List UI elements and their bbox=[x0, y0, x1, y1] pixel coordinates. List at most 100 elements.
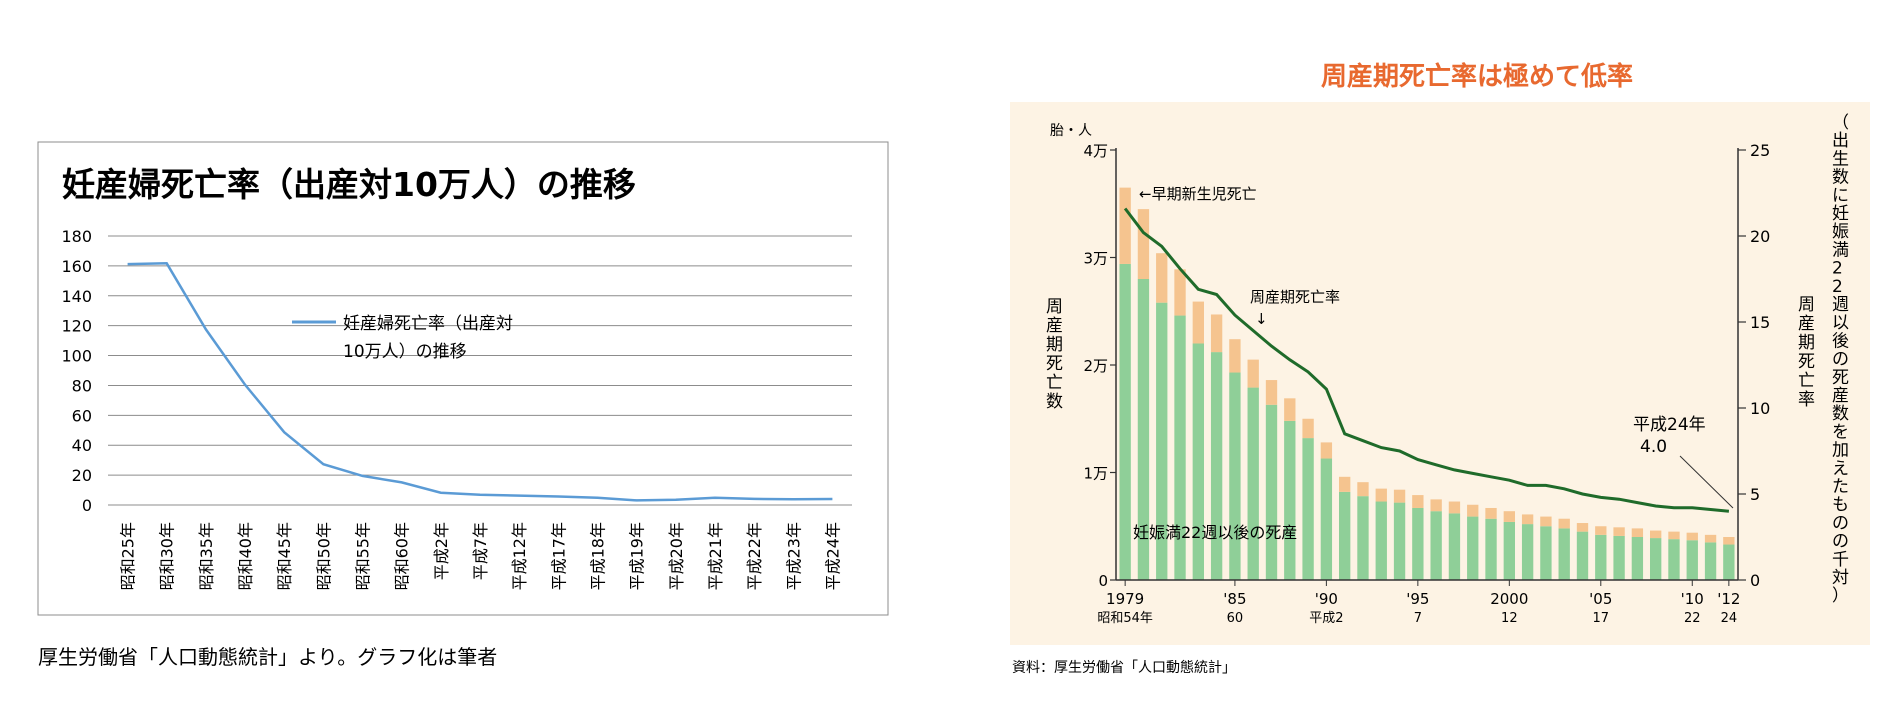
left-axis-tick-label: 2万 bbox=[1083, 357, 1108, 375]
stillbirth-bar bbox=[1558, 528, 1570, 580]
early-neonatal-bar bbox=[1576, 523, 1589, 532]
early-neonatal-bar bbox=[1521, 514, 1534, 525]
stillbirth-bar bbox=[1375, 501, 1387, 580]
stillbirth-bar bbox=[1393, 502, 1406, 580]
early-neonatal-bar bbox=[1339, 476, 1351, 492]
early-neonatal-bar bbox=[1393, 489, 1406, 503]
x-axis-label-era: 平成2 bbox=[1309, 611, 1343, 626]
perinatal-mortality-chart: 周産期死亡率は極めて低率 胎・人 0 1万 2万 3万 4万 0 5 10 15 20 25 19… bbox=[1010, 61, 1870, 676]
left-x-tick-label: 平成2年 bbox=[432, 522, 451, 580]
x-axis-label-era: 昭和54年 bbox=[1097, 611, 1153, 626]
left-y-tick-label: 160 bbox=[61, 257, 92, 276]
annotation-stillbirth: 妊娠満22週以後の死産 bbox=[1133, 523, 1297, 542]
stillbirth-bar bbox=[1229, 372, 1241, 580]
early-neonatal-bar bbox=[1613, 527, 1625, 536]
left-x-tick-label: 昭和30年 bbox=[158, 522, 177, 590]
annotation-arrow: ↓ bbox=[1255, 310, 1268, 328]
left-x-tick-label: 平成12年 bbox=[510, 522, 529, 590]
early-neonatal-bar bbox=[1265, 380, 1278, 405]
right-axis-tick-label: 10 bbox=[1750, 399, 1770, 418]
stillbirth-bar bbox=[1412, 507, 1424, 580]
stillbirth-bar bbox=[1521, 524, 1534, 580]
left-gridlines bbox=[108, 235, 852, 506]
early-neonatal-bar bbox=[1558, 518, 1570, 529]
early-neonatal-bar bbox=[1686, 532, 1698, 541]
left-x-tick-label: 昭和60年 bbox=[393, 522, 412, 590]
legend-label-line2: 10万人）の推移 bbox=[343, 342, 467, 362]
stillbirth-bar bbox=[1668, 539, 1680, 580]
left-axis-title: 周産期死亡数 bbox=[1046, 297, 1063, 412]
stillbirth-bar bbox=[1210, 352, 1223, 580]
x-axis-label-year: '05 bbox=[1589, 590, 1612, 608]
early-neonatal-bar bbox=[1119, 187, 1131, 264]
left-axis-tick-labels: 0 1万 2万 3万 4万 bbox=[1083, 142, 1116, 590]
legend-label-line1: 妊産婦死亡率（出産対 bbox=[343, 314, 513, 334]
x-axis-label-year: 2000 bbox=[1490, 590, 1528, 608]
early-neonatal-bar bbox=[1247, 359, 1259, 388]
left-x-tick-label: 昭和50年 bbox=[314, 522, 333, 590]
x-axis-label-era: 24 bbox=[1721, 611, 1738, 626]
x-axis-label-era: 60 bbox=[1227, 611, 1244, 626]
x-axis-label-era: 7 bbox=[1414, 611, 1422, 626]
right-axis-tick-label: 0 bbox=[1750, 571, 1760, 590]
annotation-line-label: 周産期死亡率 bbox=[1250, 288, 1340, 306]
left-y-tick-label: 0 bbox=[82, 496, 92, 515]
early-neonatal-bar bbox=[1357, 482, 1369, 497]
x-axis-label-year: 1979 bbox=[1106, 590, 1144, 608]
left-source-note: 厚生労働省「人口動態統計」より。グラフ化は筆者 bbox=[38, 645, 497, 669]
early-neonatal-bar bbox=[1210, 314, 1223, 353]
stillbirth-bar bbox=[1430, 511, 1442, 580]
early-neonatal-bar bbox=[1503, 511, 1515, 522]
right-chart-title: 周産期死亡率は極めて低率 bbox=[1321, 61, 1633, 92]
stillbirth-bar bbox=[1613, 535, 1625, 580]
left-x-tick-label: 昭和25年 bbox=[119, 522, 138, 590]
x-axis-labels: 1979 昭和54年 '85 60 '90 平成2 '95 7 2000 12 '05 17 '10 22… bbox=[1097, 580, 1740, 626]
early-neonatal-bar bbox=[1467, 504, 1479, 517]
early-neonatal-bar bbox=[1192, 301, 1204, 344]
early-neonatal-bar bbox=[1540, 516, 1552, 527]
early-neonatal-bar bbox=[1174, 269, 1186, 316]
stillbirth-bar bbox=[1595, 534, 1607, 580]
left-chart-frame bbox=[37, 141, 889, 616]
stillbirth-bar bbox=[1137, 279, 1150, 580]
early-neonatal-bar bbox=[1631, 528, 1644, 537]
left-y-tick-label: 140 bbox=[61, 287, 92, 306]
left-y-tick-label: 40 bbox=[72, 436, 92, 455]
early-neonatal-bar bbox=[1284, 398, 1296, 421]
early-neonatal-bar bbox=[1302, 418, 1314, 439]
left-chart-title: 妊産婦死亡率（出産対10万人）の推移 bbox=[62, 165, 636, 204]
annotation-last-year: 平成24年 bbox=[1633, 415, 1706, 435]
left-x-tick-labels: 昭和25年 昭和30年 昭和35年 昭和40年 昭和45年 昭和50年 昭和55年 昭和60年… bbox=[119, 522, 843, 590]
left-x-tick-label: 昭和35年 bbox=[197, 522, 216, 590]
stillbirth-bar bbox=[1192, 343, 1204, 580]
perinatal-mortality-rate-line bbox=[1123, 207, 1730, 513]
stillbirth-bar bbox=[1247, 387, 1259, 580]
stillbirth-bar bbox=[1503, 521, 1515, 580]
left-x-tick-label: 昭和45年 bbox=[275, 522, 294, 590]
left-axis-tick-label: 3万 bbox=[1083, 250, 1108, 268]
stillbirth-bar bbox=[1704, 542, 1717, 580]
stillbirth-bar bbox=[1174, 315, 1186, 580]
left-axis-tick-label: 0 bbox=[1098, 572, 1108, 590]
right-axis-tick-label: 25 bbox=[1750, 141, 1770, 160]
stillbirth-bar bbox=[1467, 516, 1479, 580]
annotation-leader-line bbox=[1679, 455, 1734, 509]
stillbirth-bar bbox=[1320, 458, 1333, 580]
x-axis-label-year: '85 bbox=[1223, 590, 1246, 608]
stillbirth-bar bbox=[1339, 491, 1351, 580]
left-y-tick-labels: 0 20 40 60 80 100 120 140 160 180 bbox=[61, 227, 92, 515]
x-axis-label-era: 17 bbox=[1593, 611, 1610, 626]
left-x-tick-label: 平成22年 bbox=[745, 522, 764, 590]
maternal-mortality-chart: 妊産婦死亡率（出産対10万人）の推移 020406080100120140160… bbox=[37, 141, 889, 669]
stillbirth-bar bbox=[1650, 538, 1662, 580]
early-neonatal-bar bbox=[1430, 499, 1442, 512]
x-axis-label-year: '95 bbox=[1406, 590, 1429, 608]
left-axis-tick-label: 1万 bbox=[1083, 465, 1108, 483]
right-axis-tick-labels: 0 5 10 15 20 25 bbox=[1738, 141, 1770, 590]
left-x-tick-label: 平成19年 bbox=[628, 522, 647, 590]
right-axis-title: 周産期死亡率 bbox=[1798, 295, 1815, 410]
stillbirth-bar bbox=[1686, 540, 1698, 580]
left-y-tick-label: 80 bbox=[72, 376, 92, 395]
x-axis-label-era: 12 bbox=[1501, 611, 1518, 626]
stillbirth-bar bbox=[1576, 531, 1589, 580]
